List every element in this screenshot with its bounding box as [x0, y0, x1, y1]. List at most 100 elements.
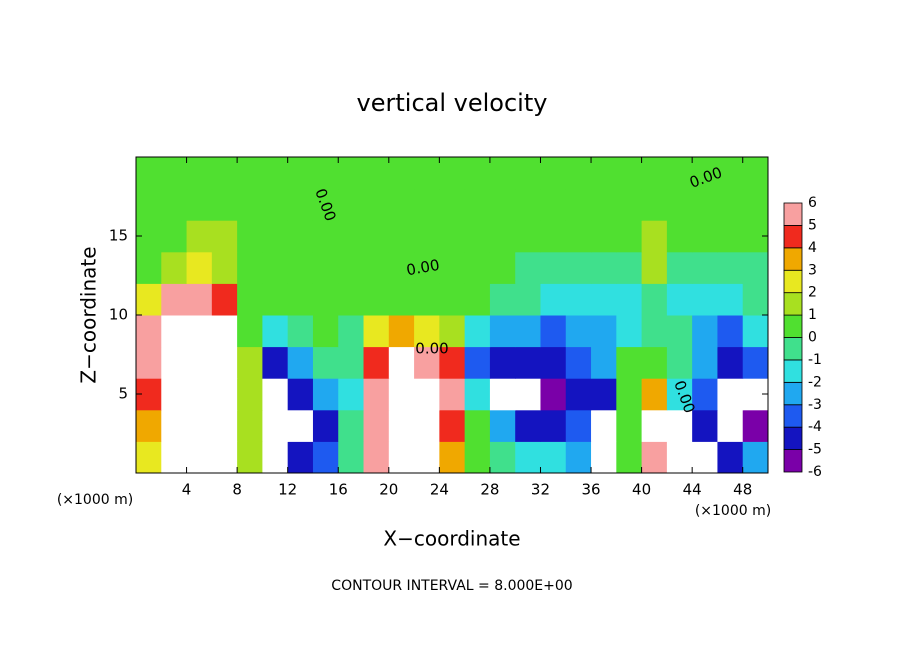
cell: [439, 251, 466, 284]
colorbar-box: [783, 202, 803, 226]
cell: [161, 378, 188, 411]
cell: [565, 157, 592, 190]
cell: [287, 220, 314, 253]
contour-label: 0.00: [415, 340, 448, 358]
cell: [742, 283, 769, 316]
cell: [363, 251, 390, 284]
cell: [616, 251, 643, 284]
cell: [388, 157, 415, 190]
cell: [717, 409, 744, 442]
cell: [414, 378, 440, 411]
cell: [742, 346, 769, 379]
cell: [464, 283, 491, 316]
y-tick-label: 5: [118, 385, 128, 403]
cell: [338, 283, 365, 316]
cell: [540, 441, 567, 474]
cell: [186, 220, 213, 253]
footer: CONTOUR INTERVAL = 8.000E+00: [331, 578, 572, 594]
cell: [136, 441, 162, 474]
cell: [161, 283, 188, 316]
cell: [489, 441, 516, 474]
cell: [161, 315, 188, 348]
x-tick-label: 16: [329, 481, 348, 499]
cell: [414, 315, 440, 348]
cell: [262, 409, 289, 442]
cell: [211, 409, 238, 442]
x-axis-title: X−coordinate: [383, 527, 520, 551]
cell: [692, 315, 718, 348]
cell: [312, 283, 339, 316]
cell: [591, 346, 617, 379]
cell: [186, 283, 213, 316]
cell: [363, 188, 390, 221]
colorbar-box: [783, 359, 803, 383]
cell: [312, 157, 339, 190]
colorbar-label: -6: [808, 464, 822, 480]
x-tick-label: 36: [581, 481, 600, 499]
cell: [540, 346, 567, 379]
cell: [616, 283, 643, 316]
cell: [489, 315, 516, 348]
cell: [591, 378, 617, 411]
cell: [692, 409, 718, 442]
x-tick-label: 48: [733, 481, 752, 499]
cell: [515, 188, 541, 221]
cell: [439, 441, 466, 474]
cell: [666, 441, 693, 474]
cell: [616, 220, 643, 253]
cell: [666, 220, 693, 253]
cell: [692, 157, 718, 190]
cell: [717, 251, 744, 284]
cell: [312, 378, 339, 411]
cell: [338, 157, 365, 190]
colorbar-label: 2: [808, 285, 817, 301]
cell: [692, 441, 718, 474]
cell: [515, 157, 541, 190]
cell: [237, 220, 263, 253]
cell: [388, 251, 415, 284]
cell: [717, 157, 744, 190]
colorbar-box: [783, 269, 803, 294]
cell: [742, 315, 769, 348]
cell: [414, 188, 440, 221]
cell: [515, 283, 541, 316]
cell: [540, 251, 567, 284]
colorbar-box: [783, 225, 803, 249]
cell: [338, 220, 365, 253]
cell: [287, 251, 314, 284]
cell: [641, 378, 668, 411]
cell: [641, 409, 668, 442]
cell: [489, 251, 516, 284]
cell: [515, 409, 541, 442]
cell: [464, 220, 491, 253]
cell: [742, 441, 769, 474]
cell: [742, 157, 769, 190]
cell: [388, 188, 415, 221]
cell: [363, 315, 390, 348]
cell: [439, 346, 466, 379]
cell: [439, 188, 466, 221]
cell: [515, 251, 541, 284]
cell: [666, 188, 693, 221]
colorbar-label: -3: [808, 397, 822, 413]
cell: [237, 283, 263, 316]
cell: [439, 220, 466, 253]
colorbar-label: 1: [808, 307, 817, 323]
cell: [591, 409, 617, 442]
cell: [591, 251, 617, 284]
cell: [161, 441, 188, 474]
cell: [363, 409, 390, 442]
cell: [363, 220, 390, 253]
cell: [237, 346, 263, 379]
cell: [591, 157, 617, 190]
y-unit: (×1000 m): [57, 492, 133, 508]
cell: [211, 441, 238, 474]
contour-label: 0.00: [405, 256, 441, 280]
cell: [186, 409, 213, 442]
cell: [666, 157, 693, 190]
cell: [641, 441, 668, 474]
cell: [414, 283, 440, 316]
cell: [262, 157, 289, 190]
cell: [439, 378, 466, 411]
cell: [692, 220, 718, 253]
